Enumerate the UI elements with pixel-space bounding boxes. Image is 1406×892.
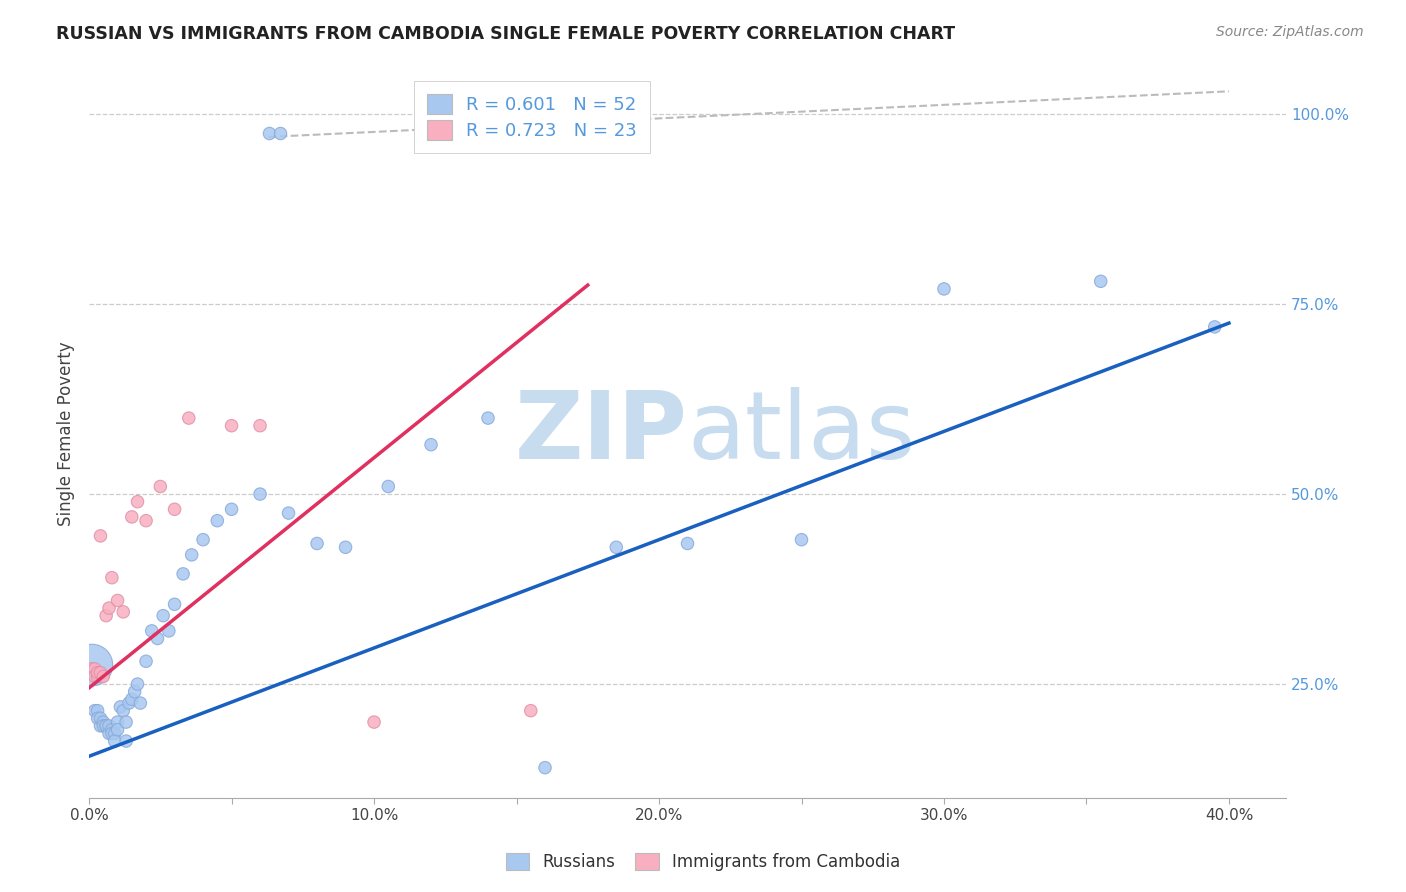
Point	[676, 536, 699, 550]
Point	[305, 536, 328, 550]
Point	[932, 282, 955, 296]
Legend: Russians, Immigrants from Cambodia: Russians, Immigrants from Cambodia	[498, 845, 908, 880]
Point	[127, 494, 149, 508]
Point	[104, 734, 127, 748]
Point	[118, 696, 141, 710]
Point	[96, 719, 118, 733]
Point	[101, 723, 124, 737]
Point	[257, 126, 280, 140]
Point	[107, 723, 129, 737]
Point	[1090, 274, 1112, 288]
Point	[152, 608, 174, 623]
Point	[163, 502, 186, 516]
Point	[146, 632, 169, 646]
Text: ZIP: ZIP	[515, 387, 688, 479]
Point	[89, 529, 111, 543]
Point	[83, 669, 105, 683]
Point	[149, 479, 172, 493]
Point	[91, 669, 114, 683]
Point	[249, 418, 271, 433]
Point	[135, 654, 157, 668]
Point	[534, 761, 557, 775]
Point	[172, 566, 194, 581]
Point	[269, 126, 291, 140]
Point	[98, 601, 121, 615]
Point	[141, 624, 163, 638]
Point	[83, 704, 105, 718]
Point	[89, 665, 111, 680]
Point	[101, 571, 124, 585]
Point	[104, 726, 127, 740]
Point	[83, 662, 105, 676]
Point	[177, 411, 200, 425]
Point	[121, 509, 143, 524]
Point	[221, 418, 243, 433]
Point	[249, 487, 271, 501]
Point	[363, 714, 385, 729]
Text: Source: ZipAtlas.com: Source: ZipAtlas.com	[1216, 25, 1364, 39]
Point	[98, 719, 121, 733]
Point	[277, 506, 299, 520]
Point	[135, 514, 157, 528]
Point	[101, 726, 124, 740]
Point	[86, 669, 108, 683]
Point	[89, 719, 111, 733]
Point	[163, 597, 186, 611]
Point	[191, 533, 214, 547]
Point	[121, 692, 143, 706]
Point	[477, 411, 499, 425]
Point	[790, 533, 813, 547]
Point	[86, 704, 108, 718]
Point	[110, 699, 132, 714]
Point	[98, 726, 121, 740]
Point	[107, 714, 129, 729]
Point	[91, 714, 114, 729]
Legend: R = 0.601   N = 52, R = 0.723   N = 23: R = 0.601 N = 52, R = 0.723 N = 23	[413, 81, 650, 153]
Text: atlas: atlas	[688, 387, 915, 479]
Point	[1204, 319, 1226, 334]
Point	[157, 624, 180, 638]
Point	[107, 593, 129, 607]
Point	[377, 479, 399, 493]
Point	[112, 704, 135, 718]
Point	[127, 677, 149, 691]
Point	[89, 711, 111, 725]
Point	[86, 711, 108, 725]
Point	[115, 714, 138, 729]
Point	[96, 719, 118, 733]
Point	[605, 541, 627, 555]
Point	[86, 665, 108, 680]
Point	[180, 548, 202, 562]
Point	[115, 734, 138, 748]
Point	[91, 719, 114, 733]
Point	[420, 438, 443, 452]
Point	[207, 514, 229, 528]
Point	[112, 605, 135, 619]
Point	[96, 608, 118, 623]
Point	[221, 502, 243, 516]
Point	[520, 704, 543, 718]
Point	[124, 684, 146, 698]
Point	[80, 658, 103, 673]
Point	[80, 662, 103, 676]
Y-axis label: Single Female Poverty: Single Female Poverty	[58, 341, 75, 525]
Text: RUSSIAN VS IMMIGRANTS FROM CAMBODIA SINGLE FEMALE POVERTY CORRELATION CHART: RUSSIAN VS IMMIGRANTS FROM CAMBODIA SING…	[56, 25, 955, 43]
Point	[335, 541, 357, 555]
Point	[129, 696, 152, 710]
